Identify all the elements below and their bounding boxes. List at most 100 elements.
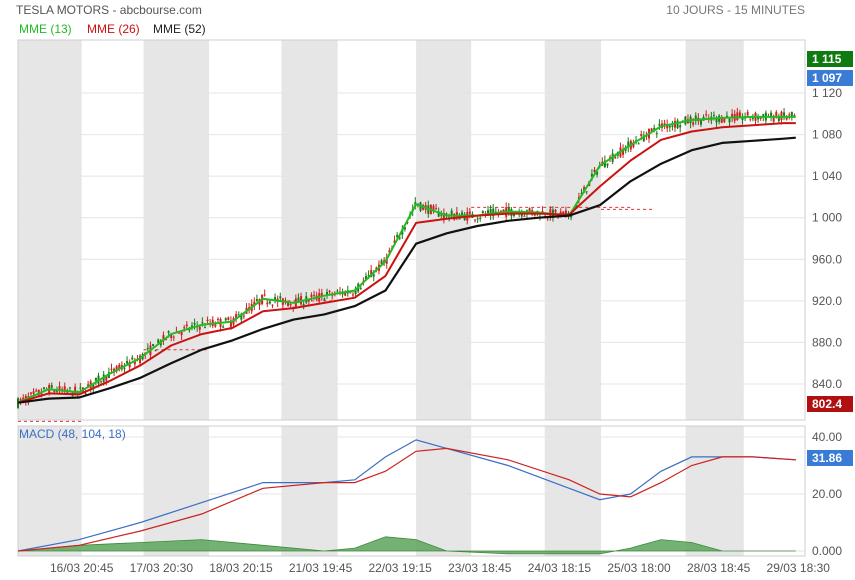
candle-body [790, 111, 793, 117]
badge-last: 1 097 [812, 71, 842, 85]
candle-body [274, 297, 277, 301]
y-tick-label: 920.0 [812, 294, 842, 308]
y-tick-label: 1 120 [812, 86, 842, 100]
candle-body [84, 392, 87, 394]
candle-body [344, 291, 347, 296]
candle-body [201, 322, 204, 324]
legend-ema13: MME (13) [19, 22, 72, 36]
candle-body [310, 294, 313, 297]
candle-body [388, 250, 391, 253]
candle-body [489, 208, 492, 216]
candle-body [349, 292, 352, 294]
price-panel-frame [17, 39, 806, 421]
candle-body [40, 393, 43, 395]
candle-body [749, 118, 752, 120]
candle-body [183, 327, 186, 329]
y-tick-label: 840.0 [812, 377, 842, 391]
candle-body [476, 218, 479, 220]
candle-body [336, 290, 339, 292]
candle-body [22, 397, 25, 400]
candle-body [562, 211, 565, 215]
candle-body [268, 301, 271, 304]
candle-body [793, 115, 796, 117]
candle-body [559, 211, 562, 214]
candle-body [289, 304, 292, 306]
badge-macd-bg [807, 450, 853, 466]
session-shade-bottom [143, 426, 210, 556]
candle-body [663, 123, 666, 126]
candle-body [152, 344, 155, 346]
candle-body [731, 114, 734, 118]
candle-body [172, 336, 175, 338]
candle-body [676, 120, 679, 129]
candle-body [224, 318, 227, 321]
x-tick-label: 29/03 18:30 [767, 561, 831, 575]
candle-body [640, 134, 643, 136]
candle-body [302, 303, 305, 306]
candle-body [474, 219, 477, 221]
candle-body [297, 297, 300, 303]
y-tick-label: 0.000 [812, 544, 842, 558]
period-label: 10 JOURS - 15 MINUTES [666, 3, 805, 17]
candle-body [128, 362, 131, 368]
candle-body [393, 240, 396, 243]
candle-body [222, 326, 225, 328]
candle-body [351, 294, 354, 296]
badge-high: 1 115 [812, 52, 842, 66]
candle-body [165, 338, 168, 340]
candle-body [235, 314, 238, 319]
candle-body [227, 317, 230, 320]
candle-body [788, 114, 791, 116]
candle-body [481, 211, 484, 214]
y-tick-label: 960.0 [812, 252, 842, 266]
candle-body [118, 364, 121, 369]
candle-body [74, 386, 77, 395]
x-tick-label: 24/03 18:15 [528, 561, 592, 575]
candle-body [770, 112, 773, 118]
candle-body [479, 217, 482, 219]
candle-body [87, 384, 90, 388]
session-shade-bottom [416, 426, 472, 556]
legend-ema52: MME (52) [153, 22, 206, 36]
candle-body [372, 274, 375, 277]
candle-body [461, 212, 464, 216]
badge-high-bg [807, 51, 853, 67]
candle-body [364, 276, 367, 280]
candle-body [705, 114, 708, 116]
session-shade-bottom [281, 426, 338, 556]
x-tick-label: 21/03 19:45 [289, 561, 353, 575]
candle-body [406, 222, 409, 224]
candle-body [157, 339, 160, 344]
candle-body [720, 118, 723, 123]
candle-body [432, 205, 435, 211]
y-tick-label: 1 040 [812, 169, 842, 183]
candle-body [178, 332, 181, 334]
badge-macd: 31.86 [812, 451, 842, 465]
session-shade-top [18, 40, 82, 420]
candle-body [126, 360, 129, 364]
candle-body [487, 210, 490, 214]
candle-body [214, 324, 217, 327]
candle-body [396, 235, 399, 238]
y-tick-label: 880.0 [812, 335, 842, 349]
candle-body [736, 112, 739, 121]
candle-body [58, 386, 61, 391]
candle-body [403, 227, 406, 230]
candle-body [19, 399, 22, 402]
candle-body [271, 304, 274, 306]
candle-body [188, 329, 191, 331]
candle-body [367, 274, 370, 277]
y-tick-label: 1 080 [812, 128, 842, 142]
candle-body [359, 287, 362, 289]
candle-body [502, 209, 505, 212]
candle-body [468, 211, 471, 214]
chart-title: TESLA MOTORS - abcbourse.com [16, 3, 202, 17]
candle-body [606, 163, 609, 166]
candle-body [650, 128, 653, 131]
candle-body [328, 290, 331, 292]
x-tick-label: 23/03 18:45 [448, 561, 512, 575]
macd-panel-frame [17, 425, 806, 557]
candle-body [541, 211, 544, 213]
candle-body [668, 125, 671, 128]
candle-body [229, 320, 232, 327]
